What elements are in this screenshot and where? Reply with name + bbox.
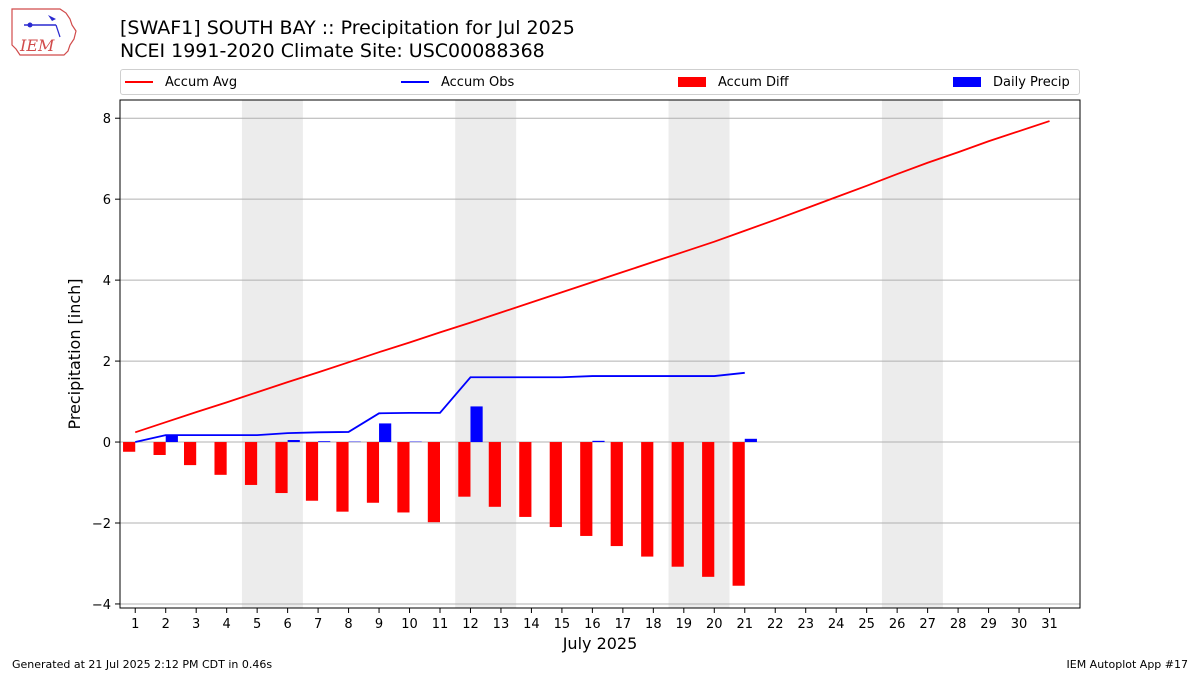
- x-tick-label: 13: [493, 617, 510, 632]
- daily-precip-bar-day-2: [165, 435, 178, 443]
- accum-diff-bar-day-18: [641, 442, 654, 557]
- plot-frame: [119, 99, 1081, 609]
- accum-diff-bar-day-12: [458, 442, 471, 497]
- x-tick-label: 22: [767, 617, 784, 632]
- accum-diff-bar-day-4: [214, 442, 227, 475]
- legend-item-accum-avg: Accum Avg: [125, 70, 237, 94]
- legend-item-accum-obs: Accum Obs: [401, 70, 514, 94]
- x-tick-label: 11: [432, 617, 449, 632]
- x-tick-label: 30: [1011, 617, 1028, 632]
- x-tick-label: 27: [919, 617, 936, 632]
- chart-legend: Accum Avg Accum Obs Accum Diff Daily Pre…: [120, 69, 1080, 95]
- y-tick-label: 8: [103, 112, 111, 127]
- legend-label-accum-avg: Accum Avg: [165, 74, 238, 90]
- x-tick-label: 15: [554, 617, 571, 632]
- x-tick-label: 19: [676, 617, 693, 632]
- accum-diff-bar-day-14: [519, 442, 532, 517]
- legend-label-accum-diff: Accum Diff: [718, 74, 789, 90]
- accum-avg-line: [134, 120, 1050, 434]
- x-tick-label: 21: [736, 617, 753, 632]
- x-tick-label: 6: [283, 617, 291, 632]
- x-tick-label: 20: [706, 617, 723, 632]
- daily-precip-bar-day-16: [592, 440, 605, 443]
- x-tick-label: 16: [584, 617, 601, 632]
- x-tick-label: 3: [192, 617, 200, 632]
- accum-diff-bar-day-9: [366, 442, 380, 503]
- accum-diff-bar-day-6: [275, 442, 288, 494]
- y-tick-label: −2: [92, 517, 111, 532]
- accum-diff-bar-day-3: [184, 442, 197, 466]
- daily-precip-bar-day-7: [318, 441, 331, 443]
- accum-diff-bar-day-16: [580, 442, 593, 536]
- accum-diff-bar-day-8: [336, 442, 349, 512]
- x-tick-label: 1: [131, 617, 139, 632]
- accum-diff-bar-day-20: [702, 442, 715, 577]
- x-tick-label: 28: [950, 617, 967, 632]
- x-tick-label: 23: [797, 617, 814, 632]
- x-tick-label: 14: [523, 617, 540, 632]
- y-tick-label: 4: [103, 274, 111, 289]
- x-tick-label: 2: [162, 617, 170, 632]
- accum-diff-bar-day-21: [732, 442, 745, 586]
- daily-precip-bar-day-21: [744, 438, 757, 443]
- legend-swatch-accum-obs: [401, 81, 429, 83]
- legend-item-daily-precip: Daily Precip: [953, 70, 1070, 94]
- x-tick-label: 5: [253, 617, 261, 632]
- x-tick-label: 10: [401, 617, 418, 632]
- x-tick-label: 24: [828, 617, 845, 632]
- y-tick-label: 0: [103, 436, 111, 451]
- x-tick-label: 29: [980, 617, 997, 632]
- x-tick-label: 17: [615, 617, 632, 632]
- legend-swatch-accum-avg: [125, 81, 153, 83]
- y-axis-label: Precipitation [inch]: [65, 278, 84, 429]
- legend-swatch-accum-diff: [678, 77, 706, 87]
- x-axis-label: July 2025: [562, 634, 638, 653]
- accum-diff-bar-day-19: [671, 442, 684, 567]
- generated-timestamp: Generated at 21 Jul 2025 2:12 PM CDT in …: [12, 658, 273, 671]
- legend-label-accum-obs: Accum Obs: [441, 74, 515, 90]
- legend-item-accum-diff: Accum Diff: [678, 70, 789, 94]
- legend-label-daily-precip: Daily Precip: [993, 74, 1070, 90]
- daily-precip-bar-day-9: [379, 423, 392, 443]
- accum-diff-bar-day-15: [549, 442, 562, 528]
- chart-subtitle: NCEI 1991-2020 Climate Site: USC00088368: [120, 40, 545, 62]
- x-tick-label: 31: [1041, 617, 1058, 632]
- y-tick-label: 6: [103, 193, 111, 208]
- accum-diff-bar-day-11: [427, 442, 440, 523]
- accum-diff-bar-day-10: [397, 442, 410, 513]
- accum-diff-bar-day-13: [488, 442, 501, 507]
- daily-precip-bar-day-6: [287, 440, 300, 443]
- weekend-shade-2: [455, 100, 517, 608]
- iem-logo-text: IEM: [19, 36, 55, 55]
- weekend-shade-1: [241, 100, 303, 608]
- accum-diff-bar-day-5: [244, 442, 258, 485]
- daily-precip-bar-day-12: [470, 406, 483, 443]
- iem-logo: IEM: [11, 8, 77, 56]
- accum-obs-line: [135, 371, 745, 443]
- x-tick-label: 8: [344, 617, 352, 632]
- x-tick-label: 7: [314, 617, 322, 632]
- chart-title: [SWAF1] SOUTH BAY :: Precipitation for J…: [120, 17, 575, 39]
- accum-diff-bar-day-17: [610, 442, 623, 547]
- accum-diff-bar-day-7: [305, 442, 319, 501]
- x-tick-label: 9: [375, 617, 383, 632]
- accum-diff-bar-day-1: [123, 442, 136, 452]
- legend-swatch-daily-precip: [953, 77, 981, 87]
- accum-diff-bar-day-2: [153, 442, 166, 455]
- x-tick-label: 4: [223, 617, 231, 632]
- app-credit: IEM Autoplot App #17: [1066, 658, 1189, 671]
- x-tick-label: 12: [462, 617, 479, 632]
- x-tick-label: 25: [858, 617, 875, 632]
- x-tick-label: 18: [645, 617, 662, 632]
- y-tick-label: −4: [92, 598, 111, 613]
- x-tick-label: 26: [889, 617, 906, 632]
- y-tick-label: 2: [103, 355, 111, 370]
